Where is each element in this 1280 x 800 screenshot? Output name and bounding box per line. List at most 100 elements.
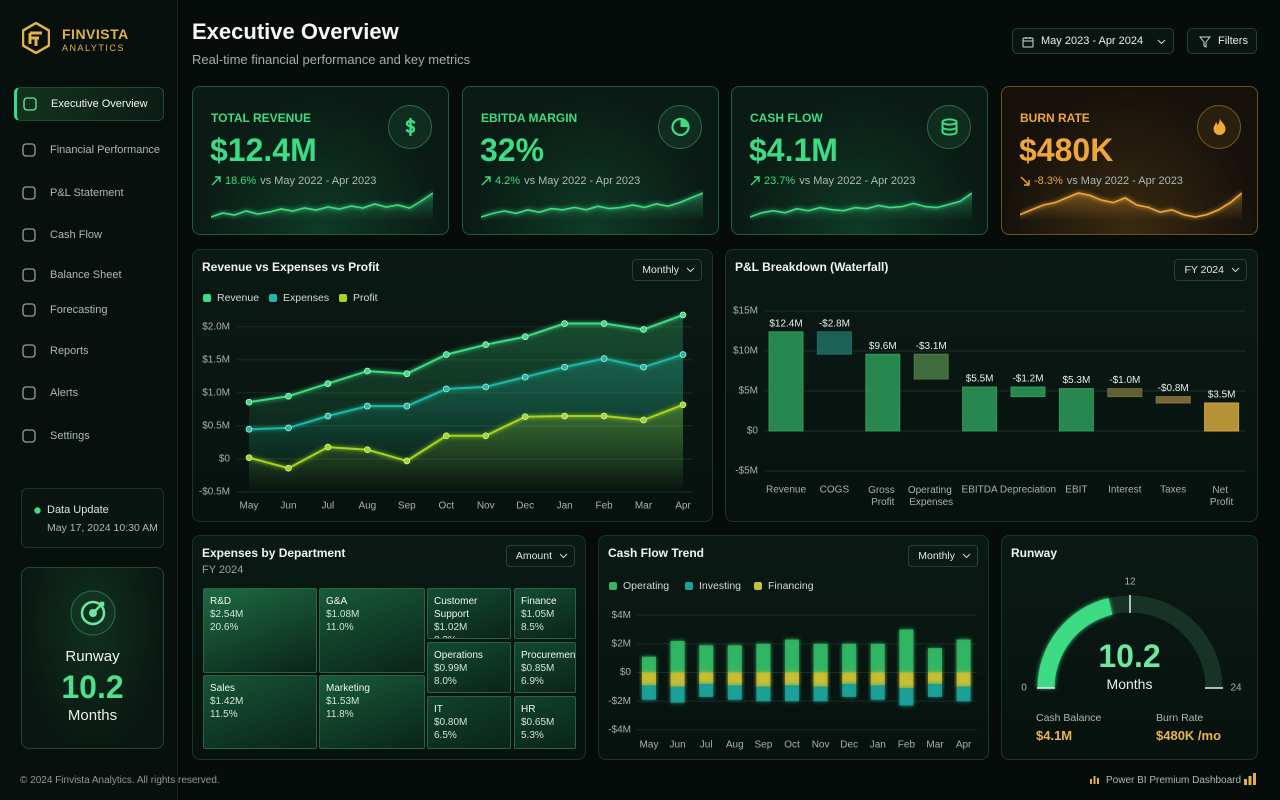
treemap-cell: HR $0.65M 5.3% xyxy=(514,696,576,749)
sidebar: FINVISTA ANALYTICS Executive Overview Fin… xyxy=(0,0,178,800)
data-point xyxy=(364,446,371,454)
data-point xyxy=(324,443,332,451)
dropdown-text: Amount xyxy=(515,550,552,562)
nav-label: P&L Statement xyxy=(50,187,124,199)
page-subtitle: Real-time financial performance and key … xyxy=(192,52,471,67)
nav-item[interactable]: Cash Flow xyxy=(14,218,164,252)
treemap-cell: G&A $1.08M 11.0% xyxy=(319,588,425,673)
nav-item[interactable]: Financial Performance xyxy=(14,133,164,167)
runway-panel: 0 12 24 Runway 10.2 Months Cash Balance $4… xyxy=(1001,535,1258,760)
dropdown[interactable]: Monthly xyxy=(632,259,702,281)
bar-segment xyxy=(785,685,799,702)
kpi-change: -8.3% vs May 2022 - Apr 2023 xyxy=(1020,175,1183,187)
trend-arrow-shape xyxy=(481,176,491,186)
nav-item[interactable]: Reports xyxy=(14,334,164,368)
dropdown[interactable]: Monthly xyxy=(908,545,978,567)
bar-segment xyxy=(842,672,857,684)
bar-segment xyxy=(956,639,971,673)
bar-segment xyxy=(727,645,742,673)
department-share: 11.0% xyxy=(326,622,354,633)
kpi-change-value: 23.7% xyxy=(764,175,796,187)
department-amount: $0.85M xyxy=(521,663,555,674)
department-name: Operations xyxy=(434,650,483,661)
x-tick-label: Operating Expenses xyxy=(908,485,955,508)
x-tick-label: Dec xyxy=(516,501,534,512)
value-label: $5.3M xyxy=(1063,375,1091,386)
data-point xyxy=(482,383,490,391)
department-share: 8.0% xyxy=(434,676,457,687)
gauge-tick-label: 24 xyxy=(1230,683,1242,694)
kpi-icon xyxy=(1197,105,1241,149)
value-label: -$2.8M xyxy=(819,318,850,329)
kpi-card: EBITDA MARGIN 32% 4.2% vs May 2022 - Apr 20… xyxy=(462,86,719,235)
kpi-value: $480K xyxy=(1019,132,1114,168)
filters-button[interactable]: Filters xyxy=(1187,28,1257,54)
x-tick-label: Oct xyxy=(784,740,800,751)
chevron xyxy=(1157,39,1166,45)
dropdown[interactable]: Amount xyxy=(505,545,575,567)
kpi-icon xyxy=(658,105,702,149)
value-label: $5.5M xyxy=(966,374,994,385)
nav-label: Forecasting xyxy=(50,304,108,316)
department-share: 8.5% xyxy=(521,622,544,633)
nav-item[interactable]: P&L Statement xyxy=(14,176,164,210)
nav-icon-shape xyxy=(22,429,36,443)
dropdown[interactable]: FY 2024 xyxy=(1174,259,1247,281)
legend-swatch xyxy=(754,582,762,590)
bar-segment xyxy=(956,672,971,687)
nav-item[interactable]: Forecasting xyxy=(14,293,164,327)
footer-label: Cash Balance xyxy=(1036,712,1102,724)
nav-item[interactable]: Settings xyxy=(14,419,164,453)
nav-item[interactable]: Alerts xyxy=(14,376,164,410)
bar-segment xyxy=(842,683,857,697)
kpi-compare: vs May 2022 - Apr 2023 xyxy=(799,175,916,187)
data-point xyxy=(600,320,608,327)
kpi-change: 18.6% vs May 2022 - Apr 2023 xyxy=(211,175,376,187)
value-label: -$0.8M xyxy=(1158,383,1189,394)
data-point xyxy=(285,392,292,400)
data-point xyxy=(640,363,647,371)
cashflow-panel: -$4M -$2M $0 $2M $4M Operating Investing Financ… xyxy=(598,535,989,760)
nav-label: Executive Overview xyxy=(51,98,148,110)
nav-icon-shape xyxy=(22,344,36,358)
x-tick-label: Net Profit xyxy=(1210,485,1234,508)
department-name: Procurement xyxy=(521,650,576,661)
brand-name: FINVISTA xyxy=(62,26,129,42)
nav-item[interactable]: Balance Sheet xyxy=(14,258,164,292)
bar-segment xyxy=(842,643,857,673)
nav-item[interactable]: Executive Overview xyxy=(14,87,164,121)
legend-swatch xyxy=(269,294,277,302)
department-amount: $1.05M xyxy=(521,609,555,620)
treemap-cell: Procurement $0.85M 6.9% xyxy=(514,642,576,693)
data-point xyxy=(245,454,253,461)
badge-icon xyxy=(1090,776,1099,784)
waterfall-bar xyxy=(1058,388,1094,432)
gauge-fill xyxy=(1037,598,1113,689)
data-point xyxy=(600,355,608,362)
runway-value: 10.2 xyxy=(61,669,124,705)
data-point xyxy=(364,402,371,410)
nav-icon xyxy=(22,303,36,317)
sparkline xyxy=(750,192,972,221)
dropdown-text: Monthly xyxy=(918,550,955,562)
nav-label: Cash Flow xyxy=(50,229,102,241)
bar-segment xyxy=(756,686,771,702)
trend-arrow xyxy=(1020,176,1030,186)
department-amount: $0.99M xyxy=(434,663,468,674)
y-tick-label: $5M xyxy=(739,386,758,397)
department-name: Marketing xyxy=(326,683,370,694)
bar-segment xyxy=(899,688,914,706)
y-tick-label: $0 xyxy=(620,667,632,678)
data-point xyxy=(561,412,568,420)
data-point xyxy=(482,341,490,348)
waterfall-bar xyxy=(1155,396,1191,404)
kpi-change: 23.7% vs May 2022 - Apr 2023 xyxy=(750,175,915,187)
x-tick-label: Mar xyxy=(926,740,944,751)
series-area xyxy=(249,404,683,492)
date-range-picker[interactable]: May 2023 - Apr 2024 xyxy=(1012,28,1174,54)
y-tick-label: $2.0M xyxy=(202,321,230,332)
kpi-card: BURN RATE $480K -8.3% vs May 2022 - Apr 202… xyxy=(1001,86,1258,235)
kpi-value: 32% xyxy=(480,132,545,168)
waterfall-bar xyxy=(768,331,804,432)
y-tick-label: $15M xyxy=(733,306,758,317)
